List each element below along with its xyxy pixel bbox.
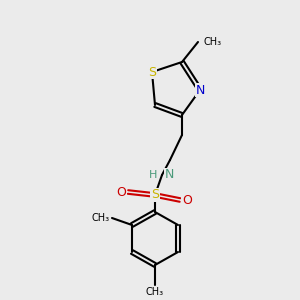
Text: N: N (195, 83, 205, 97)
Text: O: O (182, 194, 192, 206)
Text: S: S (148, 65, 156, 79)
Text: CH₃: CH₃ (146, 287, 164, 297)
Text: CH₃: CH₃ (92, 213, 110, 223)
Text: H: H (148, 170, 157, 180)
Text: O: O (116, 185, 126, 199)
Text: CH₃: CH₃ (204, 37, 222, 47)
Text: S: S (151, 188, 159, 202)
Text: N: N (165, 169, 174, 182)
